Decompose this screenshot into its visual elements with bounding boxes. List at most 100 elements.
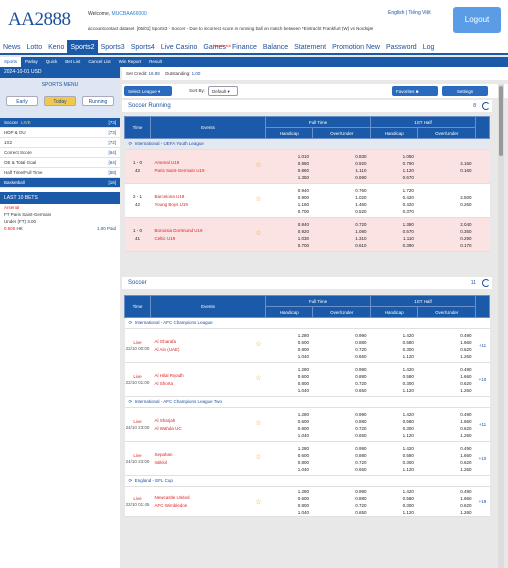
odds-value[interactable]: 0.800 [297, 502, 309, 508]
subnav-sports[interactable]: Sports [0, 57, 22, 67]
select-league-button[interactable]: Select League ▾ [124, 86, 172, 96]
odds-value[interactable]: 1.120 [402, 353, 414, 359]
lang-vietnamese[interactable]: Tiếng Việt [408, 10, 431, 16]
odds-value[interactable]: 0.650 [355, 466, 367, 472]
logout-button[interactable]: Logout [453, 7, 501, 33]
star-icon[interactable]: ☆ [255, 196, 262, 203]
star-icon[interactable]: ☆ [255, 341, 262, 348]
odds-value[interactable]: 1.080 [355, 228, 367, 234]
odds-value[interactable]: 0.800 [297, 425, 309, 431]
odds-value[interactable]: 1.720 [402, 187, 414, 193]
league-row[interactable]: ⟳ International - UEFA Youth League [124, 138, 490, 150]
odds-value[interactable]: 0.420 [402, 201, 414, 207]
odds-value[interactable]: 0.830 [355, 153, 367, 159]
refresh-icon[interactable] [482, 279, 490, 287]
odds-value[interactable]: 0.600 [297, 418, 309, 424]
odds-value[interactable]: 0.390 [402, 242, 414, 248]
scrollbar-thumb[interactable] [499, 86, 503, 156]
odds-value[interactable]: 0.650 [355, 387, 367, 393]
odds-value[interactable]: 1.420 [402, 488, 414, 494]
odds-value[interactable]: 1.260 [460, 509, 472, 515]
tab-today[interactable]: Today [44, 96, 76, 106]
odds-value[interactable]: 0.620 [460, 346, 472, 352]
odds-value[interactable]: 1.110 [403, 235, 414, 241]
odds-value[interactable]: 1.660 [460, 418, 472, 424]
odds-value[interactable]: 1.260 [460, 387, 472, 393]
odds-value[interactable]: 0.600 [297, 373, 309, 379]
odds-value[interactable]: 0.760 [355, 187, 367, 193]
odds-value[interactable]: 0.350 [460, 228, 472, 234]
odds-value[interactable]: 1.010 [297, 153, 309, 159]
odds-value[interactable]: 0.600 [297, 339, 309, 345]
odds-value[interactable]: 0.650 [355, 432, 367, 438]
settings-button[interactable]: Settings [442, 86, 488, 96]
subnav-cancel-list[interactable]: Cancel List [88, 59, 111, 64]
odds-value[interactable]: 0.860 [297, 167, 309, 173]
match-teams[interactable]: Arsenal U19 Paris Saint-Germain U19 ☆ [150, 149, 266, 184]
odds-value[interactable]: 1.310 [355, 235, 367, 241]
odds-value[interactable]: 0.720 [355, 502, 367, 508]
odds-value[interactable]: 0.580 [402, 339, 414, 345]
star-icon[interactable]: ☆ [255, 454, 262, 461]
star-icon[interactable]: ☆ [255, 375, 262, 382]
odds-value[interactable]: 0.490 [460, 445, 472, 451]
tab-early[interactable]: Early [6, 96, 38, 106]
odds-value[interactable]: 0.880 [355, 495, 367, 501]
odds-value[interactable]: 1.280 [297, 366, 309, 372]
odds-value[interactable]: 0.790 [402, 160, 414, 166]
odds-value[interactable]: 1.040 [297, 466, 309, 472]
odds-value[interactable]: 0.620 [460, 425, 472, 431]
odds-value[interactable]: 1.420 [402, 366, 414, 372]
odds-value[interactable]: 1.120 [402, 466, 414, 472]
odds-value[interactable]: 1.280 [297, 411, 309, 417]
nav-item-sports2[interactable]: Sports2 [67, 40, 98, 53]
odds-value[interactable]: 1.380 [402, 221, 414, 227]
odds-value[interactable]: 1.660 [460, 495, 472, 501]
odds-value[interactable]: 0.800 [297, 380, 309, 386]
odds-value[interactable]: 0.700 [297, 242, 309, 248]
subnav-parlay[interactable]: Parlay [25, 59, 38, 64]
odds-value[interactable]: 0.720 [355, 380, 367, 386]
odds-value[interactable]: 0.300 [402, 425, 414, 431]
odds-value[interactable]: 0.650 [355, 509, 367, 515]
odds-value[interactable]: 1.040 [297, 387, 309, 393]
odds-value[interactable]: 1.420 [402, 332, 414, 338]
odds-value[interactable]: 0.800 [297, 346, 309, 352]
nav-item-finance[interactable]: Finance [231, 44, 257, 51]
subnav-bet-list[interactable]: Bet List [65, 59, 81, 64]
odds-value[interactable]: 0.880 [355, 373, 367, 379]
sport-item[interactable]: Soccer LIVE [73] [0, 118, 120, 128]
odds-value[interactable]: 0.900 [297, 194, 309, 200]
sport-item[interactable]: Half Time/Full Time [58] [0, 168, 120, 178]
odds-value[interactable]: 0.580 [402, 418, 414, 424]
odds-value[interactable]: 1.350 [297, 174, 309, 180]
odds-value[interactable]: 1.280 [297, 488, 309, 494]
odds-value[interactable]: 0.300 [402, 459, 414, 465]
odds-value[interactable]: 0.670 [402, 174, 414, 180]
lang-english[interactable]: English [388, 10, 405, 16]
match-teams[interactable]: Newcastle United AFC Wimbledon ☆ [150, 486, 266, 517]
odds-value[interactable]: 1.280 [297, 445, 309, 451]
odds-value[interactable]: 1.120 [402, 167, 414, 173]
refresh-icon[interactable] [482, 102, 490, 110]
odds-value[interactable]: 0.610 [355, 242, 367, 248]
odds-value[interactable]: 0.990 [355, 488, 367, 494]
subnav-result[interactable]: Result [149, 59, 162, 64]
odds-value[interactable]: 0.370 [402, 208, 414, 214]
odds-value[interactable]: 0.990 [355, 445, 367, 451]
odds-value[interactable]: 1.460 [355, 201, 367, 207]
star-icon[interactable]: ☆ [255, 420, 262, 427]
odds-value[interactable]: 1.040 [297, 353, 309, 359]
tab-running[interactable]: Running [82, 96, 114, 106]
subnav-win-report[interactable]: Win Report [118, 59, 142, 64]
odds-value[interactable]: 1.120 [402, 509, 414, 515]
odds-value[interactable]: 1.260 [460, 353, 472, 359]
sort-select[interactable]: Default ▾ [208, 86, 238, 96]
odds-value[interactable]: 0.600 [297, 452, 309, 458]
odds-value[interactable]: 0.990 [355, 366, 367, 372]
league-row[interactable]: ⟳ England - EFL Cup [124, 475, 490, 487]
odds-value[interactable]: 0.990 [355, 332, 367, 338]
odds-value[interactable]: 1.120 [402, 432, 414, 438]
odds-value[interactable]: 0.940 [297, 187, 309, 193]
match-teams[interactable]: Al Sharjah Al Wahda UC ☆ [150, 407, 266, 442]
